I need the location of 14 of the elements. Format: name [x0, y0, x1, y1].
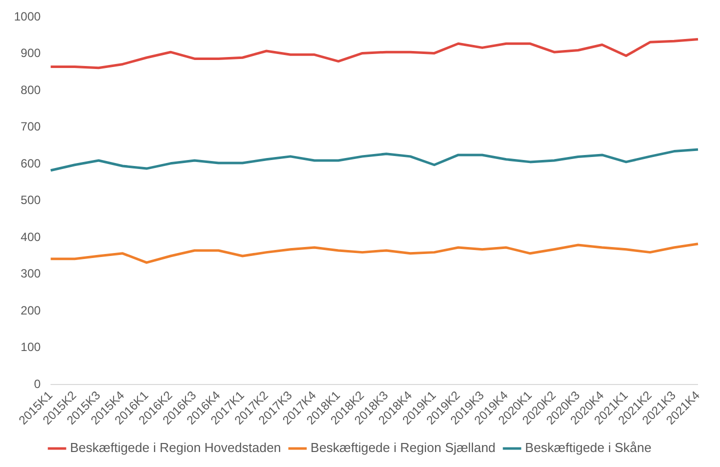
- y-tick-label: 1000: [14, 10, 42, 24]
- y-tick-label: 0: [34, 376, 42, 391]
- y-tick-label: 500: [20, 193, 42, 208]
- legend-label: Beskæftigede i Skåne: [525, 440, 652, 456]
- y-tick-label: 200: [20, 303, 42, 318]
- y-tick-label: 700: [20, 120, 42, 134]
- y-tick-label: 800: [20, 82, 42, 97]
- y-tick-label: 400: [20, 230, 42, 244]
- legend-label: Beskæftigede i Region Sjælland: [310, 440, 496, 456]
- y-tick-label: 600: [20, 156, 42, 170]
- y-tick-label: 100: [20, 340, 42, 354]
- y-tick-label: 900: [20, 46, 42, 60]
- y-tick-label: 300: [20, 266, 42, 281]
- legend-label: Beskæftigede i Region Hovedstaden: [70, 440, 282, 456]
